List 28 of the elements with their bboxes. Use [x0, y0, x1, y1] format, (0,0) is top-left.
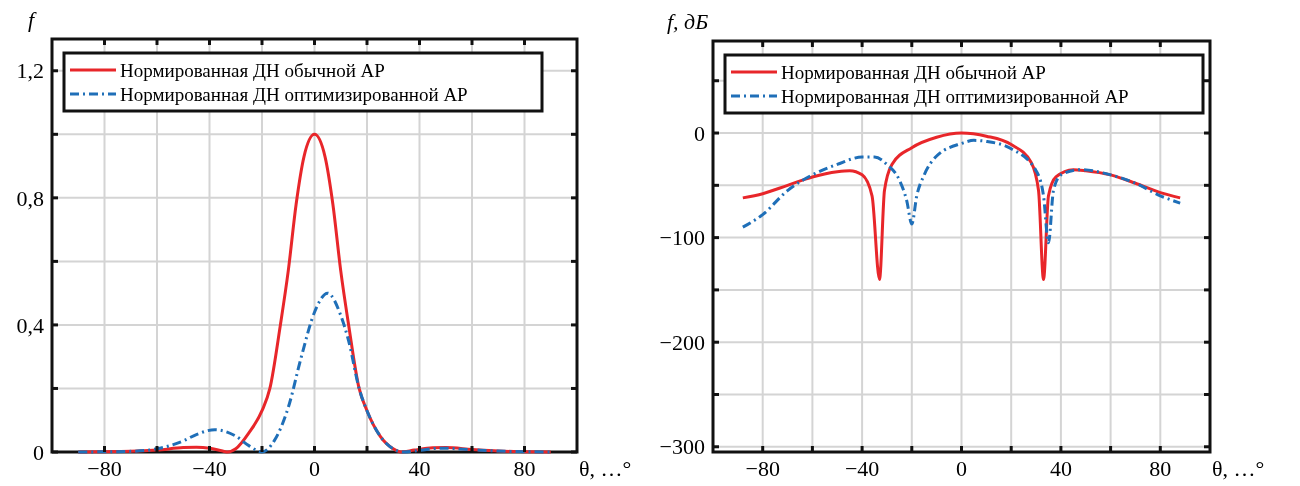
y-tick-label: 0 — [33, 439, 44, 465]
x-tick-label: 40 — [1049, 456, 1072, 481]
x-tick-label: 40 — [408, 456, 431, 481]
x-axis-title: θ, …° — [1212, 456, 1265, 481]
x-tick-label: 0 — [309, 456, 320, 481]
legend-label: Нормированная ДН обычной АР — [120, 59, 385, 81]
line-series — [76, 291, 553, 454]
x-tick-label: −40 — [844, 456, 880, 481]
x-tick-label: 80 — [513, 456, 536, 481]
y-tick-label: −200 — [659, 329, 705, 355]
y-tick-label: 0,4 — [16, 312, 44, 338]
y-tick-label: 0 — [694, 120, 705, 146]
y-tick-label: 0,8 — [16, 185, 44, 211]
x-tick-label: −80 — [87, 456, 122, 481]
y-axis-title: f — [28, 7, 37, 32]
y-tick-label: −300 — [659, 434, 705, 460]
legend-label: Нормированная ДН оптимизированной АР — [781, 85, 1129, 107]
line-series — [741, 138, 1182, 245]
legend-label: Нормированная ДН обычной АР — [781, 61, 1046, 83]
y-axis-title: f, дБ — [667, 9, 709, 34]
x-tick-label: 80 — [1149, 456, 1172, 481]
x-tick-label: 0 — [956, 456, 967, 481]
y-tick-label: −100 — [659, 225, 705, 251]
x-tick-label: −80 — [745, 456, 780, 481]
legend-label: Нормированная ДН оптимизированной АР — [120, 83, 468, 105]
y-tick-label: 1,2 — [16, 58, 44, 84]
x-tick-label: −40 — [192, 456, 227, 481]
x-axis-title: θ, …° — [579, 456, 632, 481]
